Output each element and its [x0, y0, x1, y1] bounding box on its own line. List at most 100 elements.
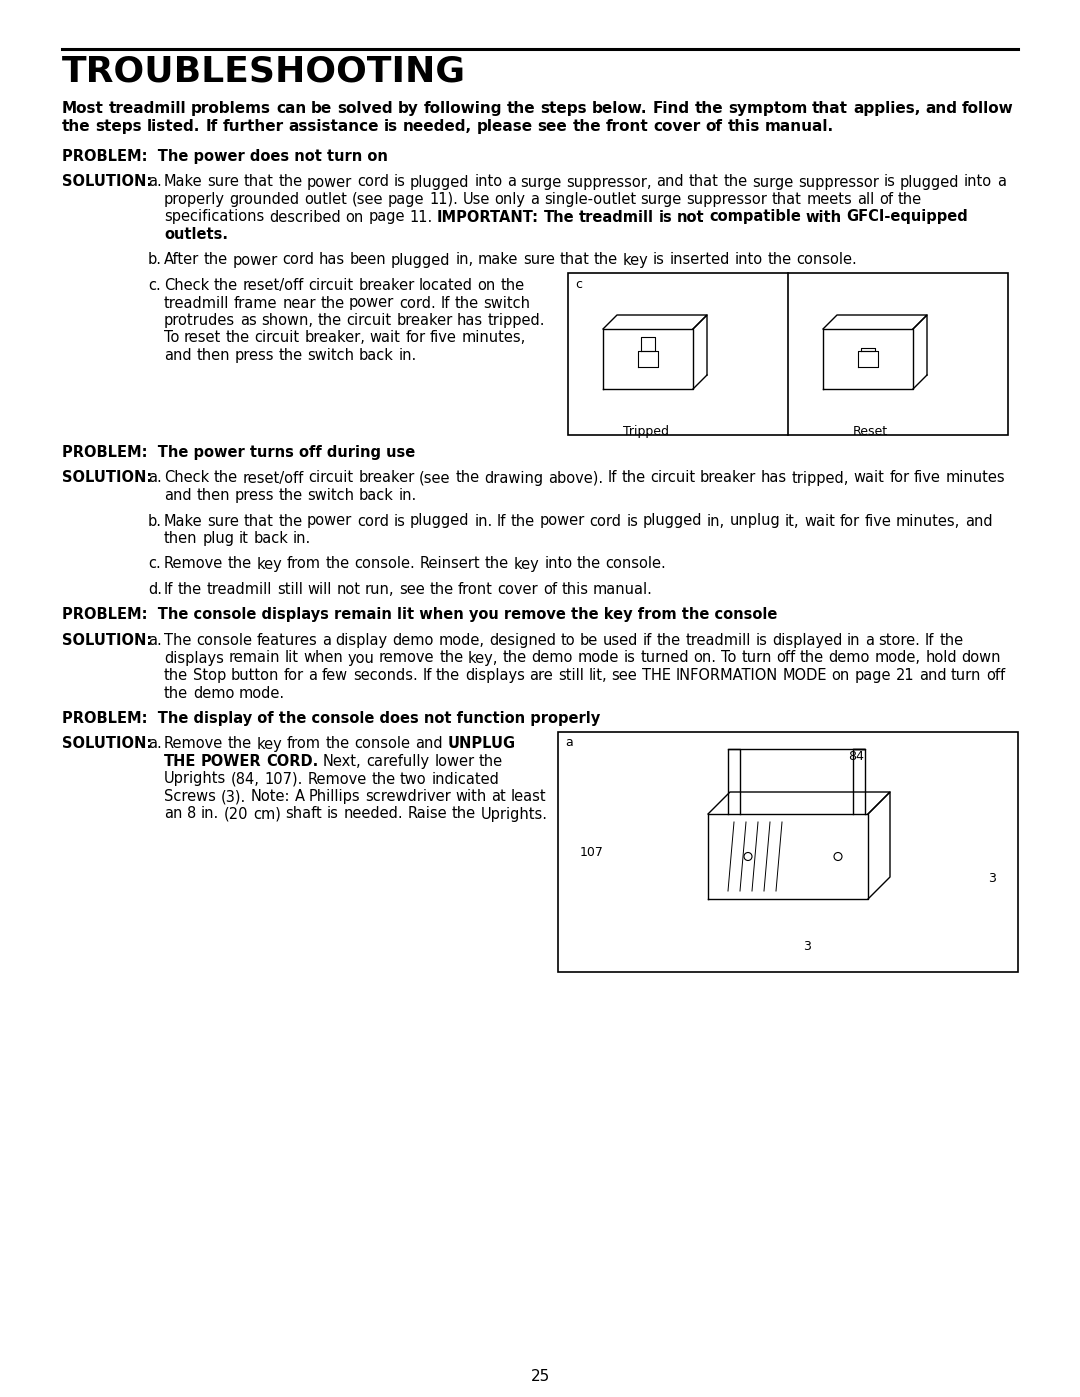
Text: carefully: carefully	[366, 754, 430, 768]
Text: be: be	[311, 101, 333, 116]
Text: wait: wait	[805, 514, 835, 528]
Text: least: least	[511, 789, 546, 805]
Text: problems: problems	[191, 101, 271, 116]
Text: seconds.: seconds.	[353, 668, 418, 683]
Text: that: that	[559, 253, 590, 267]
Text: the: the	[228, 556, 252, 571]
Text: needed.: needed.	[343, 806, 403, 821]
Text: Screws: Screws	[164, 789, 216, 805]
Text: power: power	[540, 514, 585, 528]
Text: the: the	[621, 471, 646, 486]
Text: for: for	[284, 668, 303, 683]
Text: used: used	[603, 633, 638, 648]
Text: breaker: breaker	[359, 471, 415, 486]
Text: can: can	[276, 101, 307, 116]
Text: the: the	[326, 736, 350, 752]
Text: demo: demo	[392, 633, 434, 648]
Text: in.: in.	[399, 488, 417, 503]
Text: 11.: 11.	[409, 210, 432, 225]
Text: TROUBLESHOOTING: TROUBLESHOOTING	[62, 54, 465, 89]
Text: plug: plug	[202, 531, 234, 546]
Text: drawing: drawing	[484, 471, 543, 486]
Text: If: If	[607, 471, 617, 486]
Text: and: and	[657, 175, 684, 190]
Text: is: is	[393, 514, 405, 528]
Text: screwdriver: screwdriver	[365, 789, 451, 805]
Text: SOLUTION:: SOLUTION:	[62, 736, 152, 752]
Text: that: that	[244, 175, 273, 190]
Text: further: further	[222, 119, 283, 134]
Text: suppressor,: suppressor,	[566, 175, 652, 190]
Text: SOLUTION:: SOLUTION:	[62, 175, 152, 190]
Text: breaker: breaker	[359, 278, 415, 293]
Text: (see: (see	[352, 191, 383, 207]
Text: in.: in.	[399, 348, 417, 363]
Text: Remove: Remove	[308, 771, 366, 787]
Text: displays: displays	[164, 651, 224, 665]
Text: located: located	[419, 278, 473, 293]
Text: a: a	[507, 175, 516, 190]
Text: compatible: compatible	[710, 210, 801, 225]
Text: surge: surge	[640, 191, 681, 207]
Text: the: the	[62, 119, 91, 134]
Text: cm): cm)	[253, 806, 281, 821]
Text: mode: mode	[578, 651, 619, 665]
Text: specifications: specifications	[164, 210, 265, 225]
Text: please: please	[476, 119, 532, 134]
Text: turn: turn	[741, 651, 771, 665]
Text: switch: switch	[307, 348, 354, 363]
Text: on: on	[346, 210, 364, 225]
Text: displays: displays	[464, 668, 525, 683]
Text: in.: in.	[293, 531, 311, 546]
Text: power: power	[232, 253, 278, 267]
Text: tripped,: tripped,	[792, 471, 849, 486]
Text: is: is	[883, 175, 895, 190]
Text: plugged: plugged	[410, 175, 470, 190]
Text: wait: wait	[853, 471, 885, 486]
Text: you: you	[348, 651, 375, 665]
Text: cord: cord	[356, 514, 389, 528]
Text: wait: wait	[369, 331, 401, 345]
Text: shown,: shown,	[261, 313, 313, 328]
Circle shape	[834, 852, 842, 861]
Circle shape	[744, 852, 752, 861]
Text: the: the	[940, 633, 963, 648]
Text: meets: meets	[807, 191, 852, 207]
Text: steps: steps	[540, 101, 588, 116]
Text: back: back	[359, 348, 394, 363]
Text: see: see	[611, 668, 637, 683]
Text: Tripped: Tripped	[623, 425, 669, 439]
Text: in,: in,	[707, 514, 725, 528]
Text: Check: Check	[164, 471, 210, 486]
Text: front: front	[458, 583, 492, 597]
Text: be: be	[580, 633, 598, 648]
Text: in.: in.	[201, 806, 219, 821]
Text: press: press	[234, 488, 274, 503]
Text: page: page	[854, 668, 891, 683]
Text: and: and	[926, 101, 957, 116]
Text: a: a	[865, 633, 874, 648]
Text: with: with	[806, 210, 842, 225]
Text: the: the	[451, 806, 476, 821]
Text: key: key	[623, 253, 648, 267]
Text: the: the	[455, 296, 478, 310]
Text: reset: reset	[184, 331, 221, 345]
Text: then: then	[197, 488, 230, 503]
Text: is: is	[755, 633, 767, 648]
Text: turn: turn	[951, 668, 982, 683]
Text: cord: cord	[356, 175, 389, 190]
Text: Remove: Remove	[164, 736, 224, 752]
Text: THE: THE	[164, 754, 197, 768]
Text: off: off	[777, 651, 795, 665]
Text: 3: 3	[988, 872, 996, 884]
Text: THE: THE	[642, 668, 671, 683]
Text: Reinsert: Reinsert	[420, 556, 481, 571]
Text: the: the	[897, 191, 921, 207]
Text: near: near	[282, 296, 315, 310]
Text: hold: hold	[926, 651, 957, 665]
Text: mode,: mode,	[438, 633, 484, 648]
Text: front: front	[606, 119, 649, 134]
Text: b.: b.	[148, 253, 162, 267]
Text: console.: console.	[354, 556, 415, 571]
Text: UNPLUG: UNPLUG	[447, 736, 515, 752]
